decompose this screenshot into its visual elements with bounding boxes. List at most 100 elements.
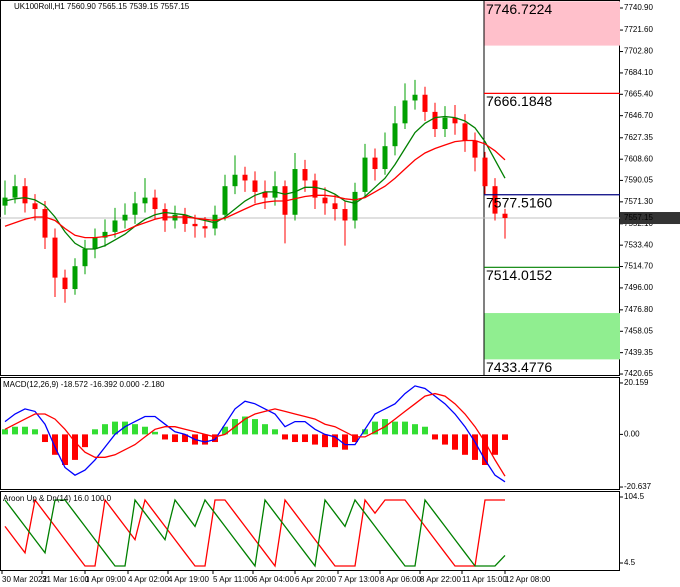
candle-body [352,191,358,221]
y-tick-label: 0.00 [624,429,640,438]
x-tick-label: 30 Mar 2022 [2,575,47,584]
histogram-bar [412,424,418,435]
candle-body [402,100,408,124]
level-label: 7746.7224 [486,1,552,17]
candle-body [142,197,148,204]
candle-body [212,214,218,229]
histogram-bar [272,429,278,435]
candle-body [492,186,498,214]
y-tick-label: 7496.00 [624,283,653,292]
candle-body [152,197,158,210]
histogram-bar [142,426,148,435]
y-tick-label: 4.5 [624,558,636,567]
histogram-bar [162,434,168,440]
histogram-bar [132,424,138,435]
histogram-bar [102,424,108,435]
candle-body [322,197,328,204]
y-tick-label: 7533.40 [624,240,653,249]
x-tick-label: 4 Apr 02:00 [128,575,169,584]
y-tick-label: 7646.70 [624,111,653,120]
candle-body [442,117,448,130]
histogram-bar [442,434,448,445]
price-label: 7557.15 [624,213,653,222]
candle-body [32,203,38,210]
candle-body [2,197,8,206]
histogram-bar [362,429,368,435]
indicator-line [4,498,506,568]
x-tick-label: 5 Apr 11:00 [213,575,254,584]
histogram-bar [242,416,248,435]
candle-body [112,220,118,232]
histogram-bar [152,431,158,435]
candle-body [162,209,168,221]
y-tick-label: 7721.60 [624,25,653,34]
histogram-bar [322,434,328,448]
histogram-bar [72,434,78,460]
zone [484,1,620,46]
candle-body [312,180,318,198]
histogram-bar [312,434,318,445]
candle-body [242,174,248,181]
histogram-bar [42,434,48,443]
macd-frame [0,377,620,490]
candle-body [202,226,208,229]
histogram-bar [432,434,438,440]
y-tick-label: 7420.65 [624,369,653,378]
candle-body [452,117,458,124]
candle-body [102,231,108,238]
histogram-bar [372,421,378,435]
zone [484,313,620,360]
histogram-bar [172,434,178,443]
candle-body [412,94,418,101]
histogram-bar [332,434,338,448]
histogram-bar [12,426,18,435]
histogram-bar [472,434,478,460]
y-tick-label: 7439.35 [624,348,653,357]
panel-title: MACD(12,26,9) -18.572 -16.392 0.000 -2.1… [3,380,165,389]
candle-body [232,174,238,187]
x-tick-label: 8 Apr 06:00 [380,575,421,584]
histogram-bar [202,434,208,445]
candle-body [92,237,98,250]
x-tick-label: 6 Apr 04:00 [253,575,294,584]
candle-body [252,180,258,192]
candle-body [472,140,478,158]
x-tick-label: 8 Apr 22:00 [420,575,461,584]
histogram-bar [252,419,258,435]
histogram-bar [342,434,348,450]
aroon-frame [0,491,620,571]
candle-body [12,186,18,198]
candle-body [182,214,188,224]
level-label: 7514.0152 [486,267,552,283]
level-label: 7666.1848 [486,93,552,109]
moving-average [4,139,506,239]
y-tick-label: 104.5 [624,492,645,501]
y-tick-label: 7684.10 [624,68,653,77]
indicator-line [4,498,505,568]
y-tick-label: 20.159 [624,378,649,387]
candle-body [262,191,268,198]
histogram-bar [502,434,508,440]
x-tick-label: 1 Apr 09:00 [85,575,126,584]
histogram-bar [462,434,468,455]
main-frame [0,0,620,376]
histogram-bar [262,424,268,435]
histogram-bar [112,421,118,435]
y-tick-label: 7702.80 [624,47,653,56]
histogram-bar [352,434,358,443]
y-tick-label: 7665.40 [624,89,653,98]
candle-body [302,169,308,181]
macd-line [4,385,506,483]
candle-body [72,266,78,290]
moving-average [4,115,506,250]
candle-body [392,123,398,147]
histogram-bar [82,434,88,448]
x-tick-label: 31 Mar 16:00 [42,575,90,584]
candle-body [432,111,438,130]
histogram-bar [2,429,8,435]
y-tick-label: 7608.60 [624,154,653,163]
histogram-bar [222,426,228,435]
y-tick-label: 7571.30 [624,197,653,206]
histogram-bar [22,426,28,435]
